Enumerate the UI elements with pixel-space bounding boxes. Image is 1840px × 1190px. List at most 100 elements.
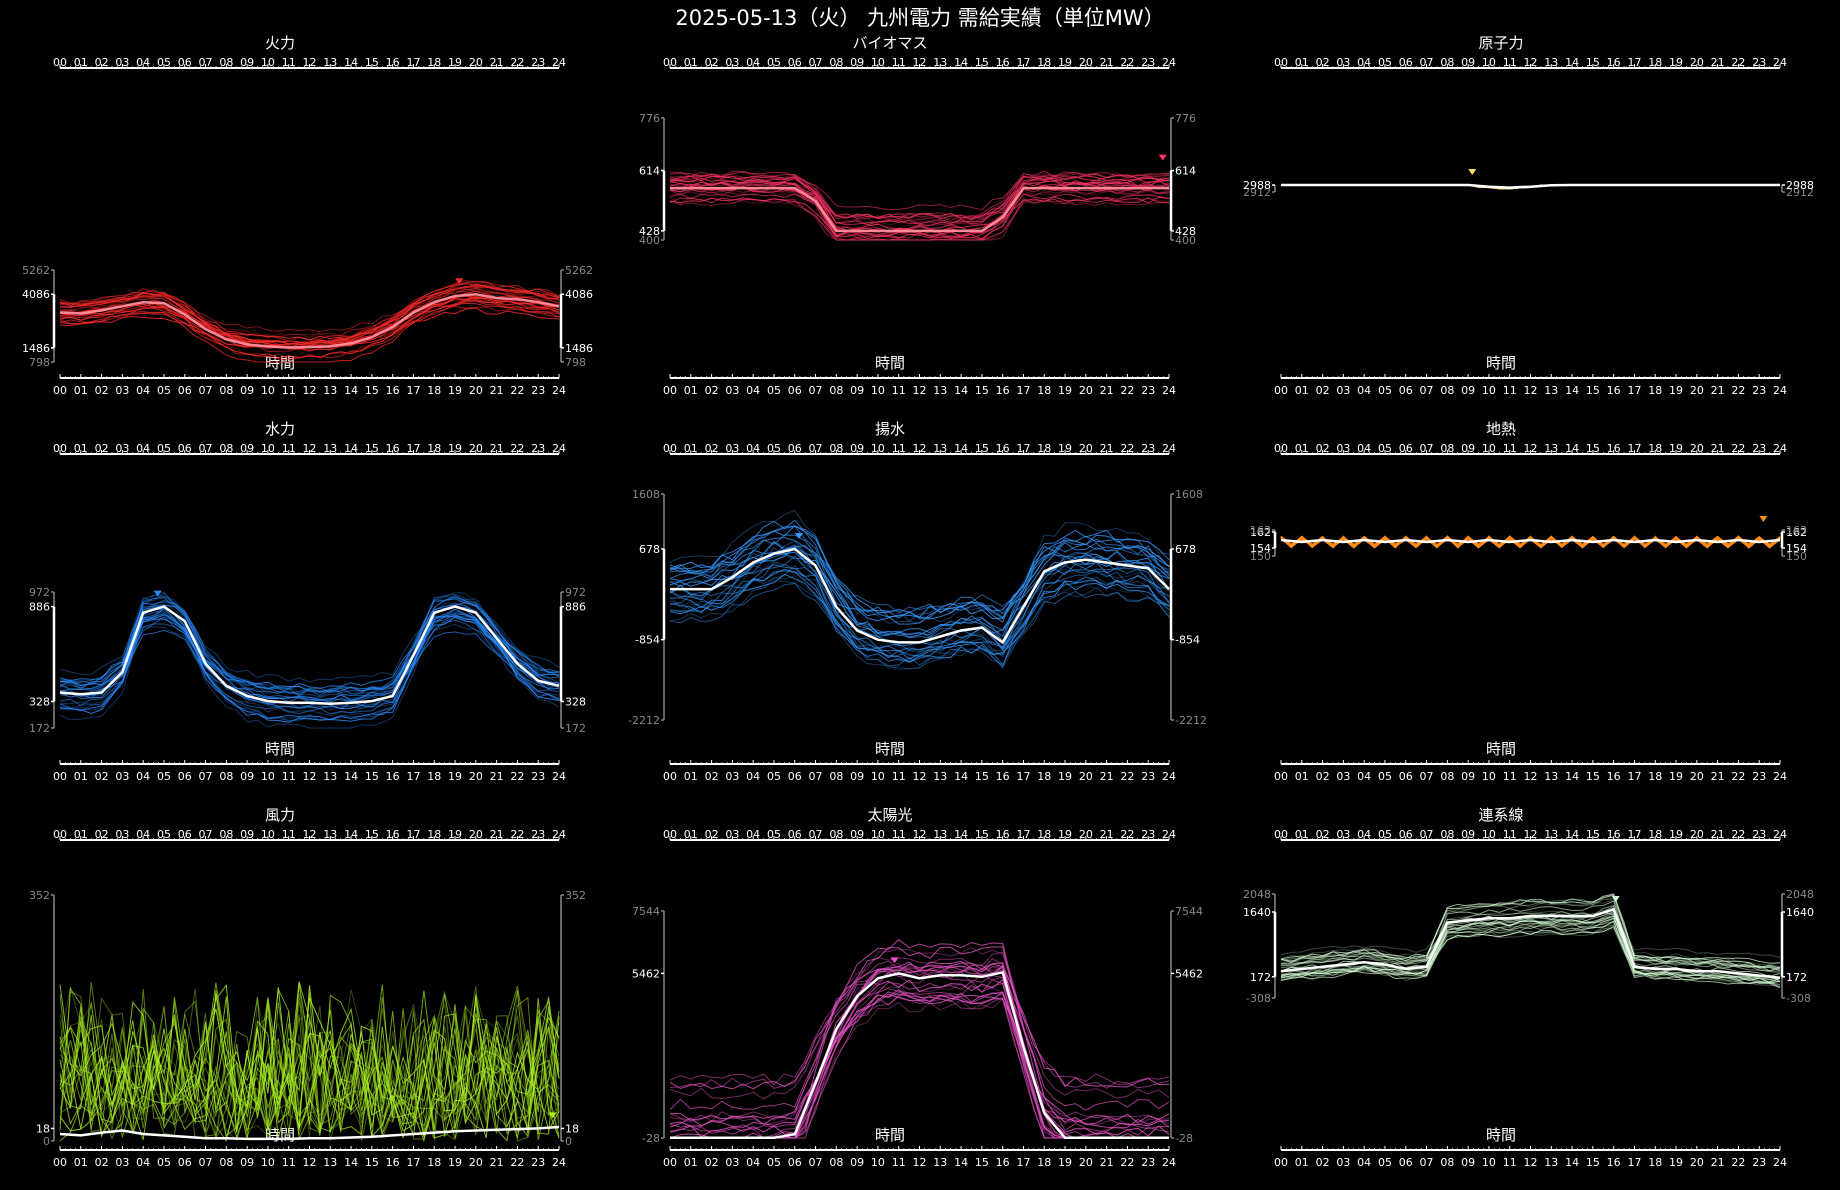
x-tick-label: 15 xyxy=(975,828,989,841)
history-line xyxy=(669,541,1170,636)
y-tick-label: -28 xyxy=(1175,1132,1193,1145)
x-tick-label: 21 xyxy=(1100,442,1114,455)
x-tick-label: 10 xyxy=(1482,56,1496,69)
history-line xyxy=(1280,924,1781,987)
history-line xyxy=(59,598,560,710)
x-tick-label: 17 xyxy=(1627,828,1641,841)
x-tick-label: 15 xyxy=(365,770,379,783)
x-tick-label: 17 xyxy=(1627,770,1641,783)
x-tick-label: 21 xyxy=(490,770,504,783)
x-tick-label: 12 xyxy=(913,384,927,397)
x-tick-label: 14 xyxy=(1565,1156,1579,1169)
history-line xyxy=(669,555,1170,643)
x-tick-label: 00 xyxy=(663,1156,677,1169)
x-tick-label: 09 xyxy=(1461,770,1475,783)
today-line xyxy=(1280,538,1781,544)
x-tick-label: 01 xyxy=(1295,56,1309,69)
x-tick-label: 21 xyxy=(490,442,504,455)
y-tick-label: 18 xyxy=(565,1122,579,1135)
x-tick-label: 11 xyxy=(892,770,906,783)
history-line xyxy=(669,964,1170,1111)
history-lines xyxy=(59,591,560,729)
x-tick-label: 12 xyxy=(303,828,317,841)
x-tick-label: 07 xyxy=(1420,56,1434,69)
history-line xyxy=(59,983,560,1139)
x-tick-label: 23 xyxy=(1752,770,1766,783)
x-tick-label: 02 xyxy=(1316,384,1330,397)
x-tick-label: 12 xyxy=(1524,828,1538,841)
x-tick-label: 16 xyxy=(996,442,1010,455)
history-line xyxy=(59,623,560,717)
y-axis-right: -28 5462 7544 xyxy=(1170,905,1203,1145)
x-tick-label: 02 xyxy=(95,828,109,841)
x-tick-label: 15 xyxy=(975,384,989,397)
x-tick-label: 11 xyxy=(892,384,906,397)
today-line xyxy=(670,547,1170,645)
x-tick-label: 07 xyxy=(809,770,823,783)
history-line xyxy=(669,946,1170,1126)
x-axis-bottom: 00 01 02 03 04 05 06 07 08 09 10 11 12 13 14 15 16 17 18 19… xyxy=(663,374,1176,397)
x-tick-label: 12 xyxy=(913,1156,927,1169)
x-tick-label: 15 xyxy=(975,442,989,455)
x-tick-label: 09 xyxy=(850,770,864,783)
history-lines xyxy=(1280,893,1781,989)
x-tick-label: 05 xyxy=(767,1156,781,1169)
x-tick-label: 22 xyxy=(1120,56,1134,69)
x-tick-label: 16 xyxy=(996,56,1010,69)
x-tick-label: 00 xyxy=(1274,770,1288,783)
x-tick-label: 05 xyxy=(157,384,171,397)
x-axis-top: 00 01 02 03 04 05 06 07 08 09 10 11 12 13 14 15 16 17 18 19… xyxy=(663,828,1176,841)
x-tick-label: 05 xyxy=(1378,770,1392,783)
x-tick-label: 18 xyxy=(427,770,441,783)
x-tick-label: 03 xyxy=(725,1156,739,1169)
x-tick-label: 23 xyxy=(531,56,545,69)
x-tick-label: 07 xyxy=(809,1156,823,1169)
y-tick-label: 162 xyxy=(1786,526,1807,539)
history-line xyxy=(59,613,560,702)
x-tick-label: 14 xyxy=(1565,56,1579,69)
history-line xyxy=(669,958,1170,1086)
x-tick-label: 12 xyxy=(303,1156,317,1169)
x-tick-label: 20 xyxy=(469,828,483,841)
x-tick-label: 03 xyxy=(1336,384,1350,397)
y-tick-label: 2912 xyxy=(1243,186,1271,199)
x-tick-label: 18 xyxy=(1648,770,1662,783)
x-tick-label: 23 xyxy=(1752,442,1766,455)
x-tick-label: 04 xyxy=(136,56,150,69)
x-tick-label: 14 xyxy=(954,384,968,397)
x-tick-label: 05 xyxy=(1378,1156,1392,1169)
chart-svg: 00 01 02 03 04 05 06 07 08 09 10 11 12 13 14 15 16 17 18 19… xyxy=(1250,442,1807,783)
y-tick-label: 400 xyxy=(639,234,660,247)
x-tick-label: 18 xyxy=(1037,1156,1051,1169)
x-tick-label: 00 xyxy=(1274,1156,1288,1169)
x-tick-label: 09 xyxy=(240,828,254,841)
x-tick-label: 24 xyxy=(552,828,566,841)
x-tick-label: 03 xyxy=(115,384,129,397)
y-tick-label: 1486 xyxy=(565,342,593,355)
x-tick-label: 13 xyxy=(933,56,947,69)
y-tick-label: 614 xyxy=(1175,165,1196,178)
y-axis-left: -308 172 1640 2048 xyxy=(1243,888,1277,1005)
x-tick-label: 14 xyxy=(344,56,358,69)
x-tick-label: 22 xyxy=(1731,770,1745,783)
x-tick-label: 11 xyxy=(892,56,906,69)
history-line xyxy=(59,1004,560,1139)
x-tick-label: 16 xyxy=(386,1156,400,1169)
x-tick-label: 17 xyxy=(1016,56,1030,69)
x-axis-label: 時間 xyxy=(1485,354,1516,372)
x-tick-label: 16 xyxy=(1607,770,1621,783)
x-tick-label: 08 xyxy=(829,56,843,69)
x-tick-label: 11 xyxy=(892,442,906,455)
history-line xyxy=(669,197,1170,241)
x-tick-label: 12 xyxy=(1524,770,1538,783)
history-line xyxy=(669,989,1170,1127)
x-tick-label: 05 xyxy=(767,56,781,69)
chart-svg: 00 01 02 03 04 05 06 07 08 09 10 11 12 13 14 15 16 17 18 19… xyxy=(22,56,593,397)
peak-marker xyxy=(890,957,899,964)
x-tick-label: 02 xyxy=(705,442,719,455)
x-tick-label: 02 xyxy=(705,56,719,69)
x-tick-label: 07 xyxy=(809,828,823,841)
